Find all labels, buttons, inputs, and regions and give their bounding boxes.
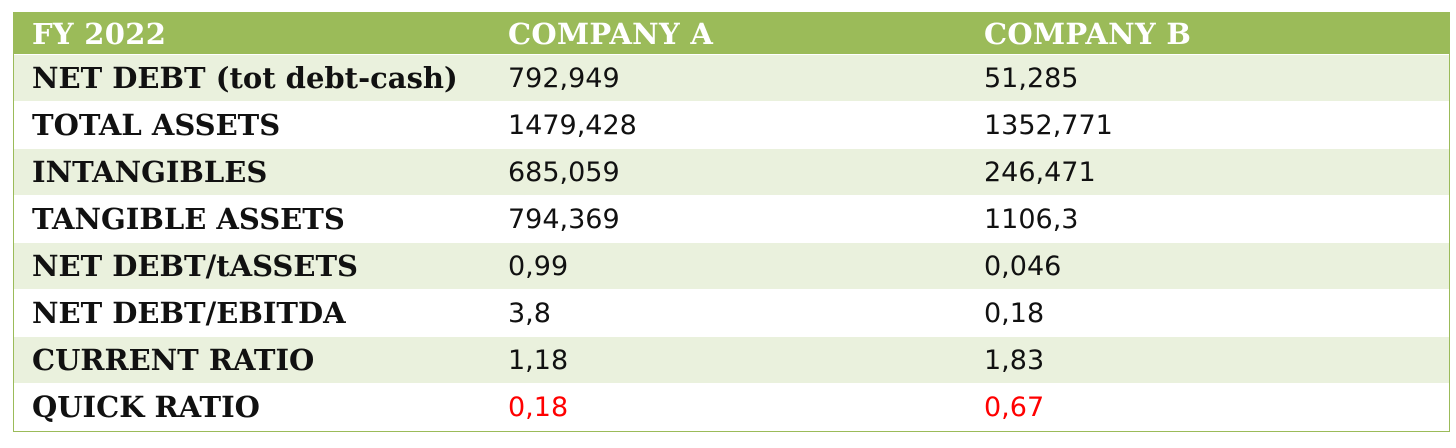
company-b-value: 51,285 — [966, 55, 1449, 102]
company-a-value: 0,99 — [490, 243, 966, 290]
company-b-value: 0,046 — [966, 243, 1449, 290]
row-label: INTANGIBLES — [14, 149, 490, 196]
row-label: NET DEBT/EBITDA — [14, 290, 490, 337]
company-b-value: 0,18 — [966, 290, 1449, 337]
company-b-value: 1,83 — [966, 337, 1449, 384]
header-fy-2022: FY 2022 — [14, 13, 490, 55]
company-a-value: 792,949 — [490, 55, 966, 102]
header-company-a: COMPANY A — [490, 13, 966, 55]
row-label: TANGIBLE ASSETS — [14, 196, 490, 243]
company-b-value: 246,471 — [966, 149, 1449, 196]
company-a-value: 1,18 — [490, 337, 966, 384]
company-a-value-highlighted: 0,18 — [490, 384, 966, 431]
company-a-value: 1479,428 — [490, 102, 966, 149]
header-company-b: COMPANY B — [966, 13, 1449, 55]
company-a-value: 685,059 — [490, 149, 966, 196]
row-label: QUICK RATIO — [14, 384, 490, 431]
row-label: NET DEBT (tot debt-cash) — [14, 55, 490, 102]
company-b-value: 1352,771 — [966, 102, 1449, 149]
company-a-value: 3,8 — [490, 290, 966, 337]
company-b-value: 1106,3 — [966, 196, 1449, 243]
row-label: CURRENT RATIO — [14, 337, 490, 384]
company-a-value: 794,369 — [490, 196, 966, 243]
financial-comparison-table: FY 2022 COMPANY A COMPANY B NET DEBT (to… — [13, 12, 1450, 432]
row-label: TOTAL ASSETS — [14, 102, 490, 149]
row-label: NET DEBT/tASSETS — [14, 243, 490, 290]
company-b-value-highlighted: 0,67 — [966, 384, 1449, 431]
